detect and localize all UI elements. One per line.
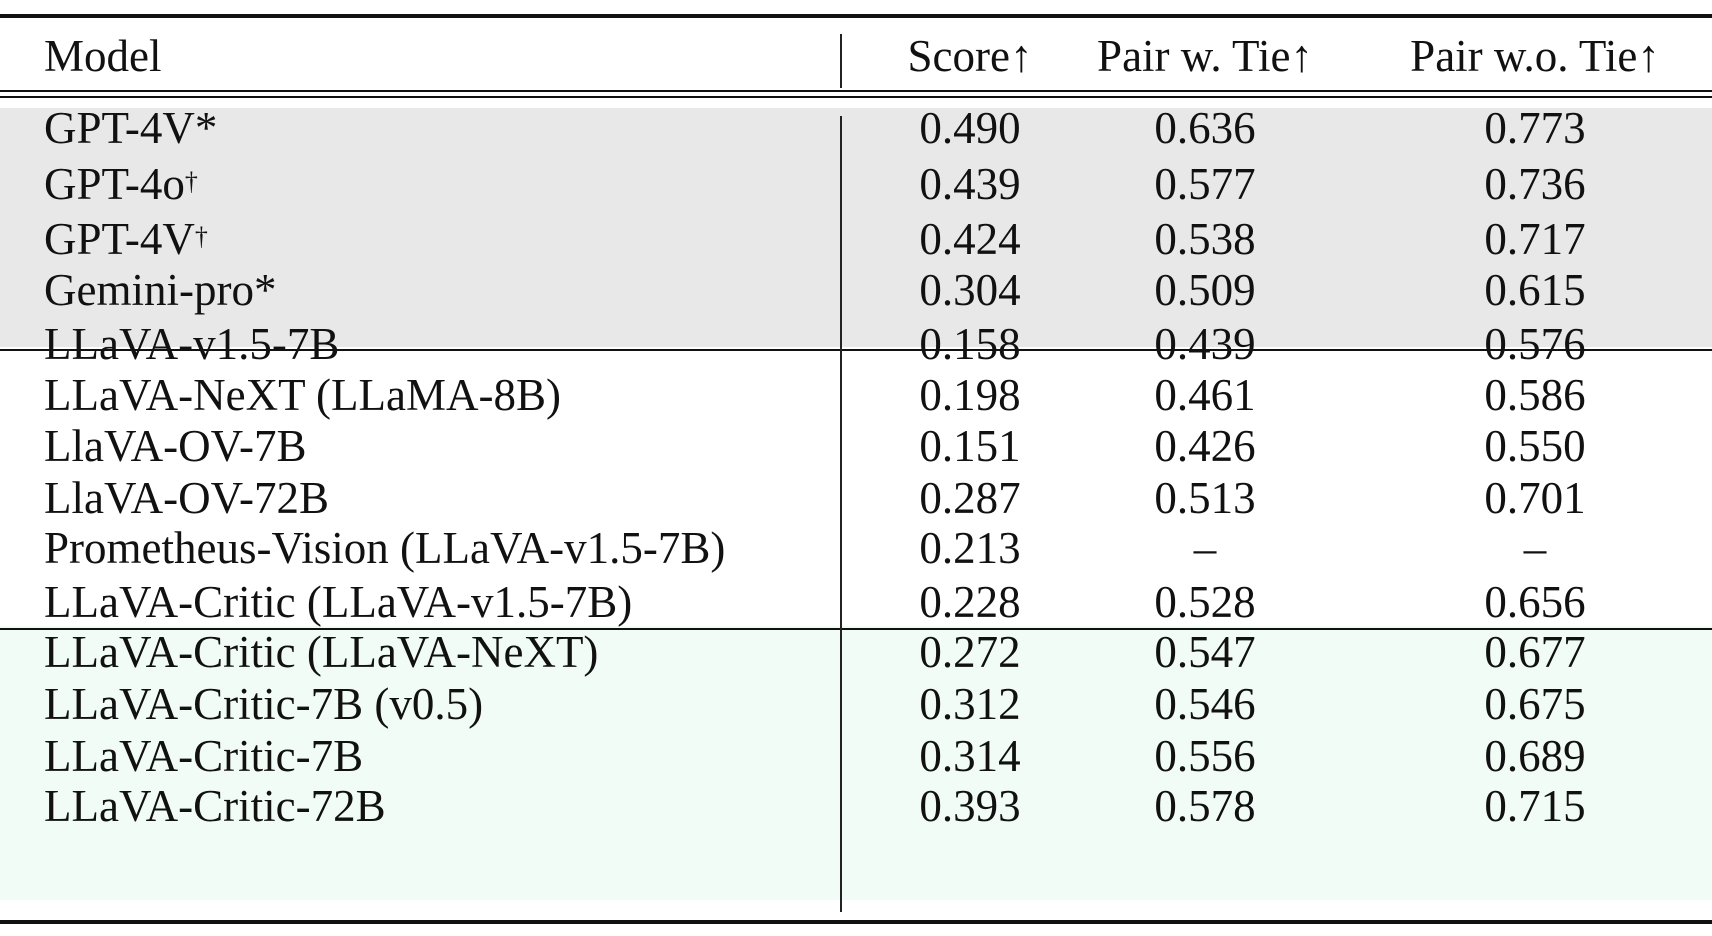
value-cell-pair-wo-tie: 0.675 (1484, 679, 1586, 729)
value-cell-score: 0.151 (919, 421, 1021, 471)
model-name-cell: LLaVA-v1.5-7B (44, 316, 339, 372)
value-cell-pair-wo-tie: 0.586 (1484, 370, 1586, 420)
value-cell-score: 0.158 (919, 319, 1021, 369)
value-cell-score: 0.213 (919, 523, 1021, 573)
value-cell-pair-wo-tie: 0.576 (1484, 319, 1586, 369)
model-name-cell: LlaVA-OV-72B (44, 470, 329, 526)
value-cell-score: 0.272 (919, 627, 1021, 677)
value-cell-pair-wo-tie: 0.773 (1484, 103, 1586, 153)
model-name: LLaVA-Critic-7B (v0.5) (44, 679, 484, 729)
value-cell-pair-wo-tie: 0.550 (1484, 421, 1586, 471)
value-cell-score: 0.393 (919, 781, 1021, 831)
value-cell-score: 0.314 (919, 731, 1021, 781)
value-cell-pair-wo-tie: 0.715 (1484, 781, 1586, 831)
value-cell-pair-w-tie: 0.528 (1154, 577, 1256, 627)
column-header: Score↑ (907, 31, 1033, 81)
column-divider (840, 116, 842, 912)
group-band (0, 108, 1712, 347)
value-cell-pair-wo-tie: 0.656 (1484, 577, 1586, 627)
value-cell-pair-wo-tie: – (1523, 523, 1547, 573)
footnote-dagger: † (194, 222, 208, 251)
value-cell-pair-wo-tie: 0.615 (1484, 265, 1586, 315)
model-name: Prometheus-Vision (LLaVA-v1.5-7B) (44, 523, 726, 573)
model-name: LlaVA-OV-7B (44, 421, 307, 471)
value-cell-pair-w-tie: 0.513 (1154, 473, 1256, 523)
model-name: LLaVA-NeXT (LLaMA-8B) (44, 370, 561, 420)
value-cell-pair-w-tie: 0.546 (1154, 679, 1256, 729)
value-cell-pair-w-tie: 0.547 (1154, 627, 1256, 677)
model-name-cell: LLaVA-Critic-7B (v0.5) (44, 676, 483, 732)
model-name-cell: LLaVA-Critic (LLaVA-v1.5-7B) (44, 574, 632, 630)
model-name-cell: LLaVA-Critic (LLaVA-NeXT) (44, 624, 598, 680)
value-cell-pair-wo-tie: 0.677 (1484, 627, 1586, 677)
model-name: GPT-4o (44, 159, 185, 209)
model-name-cell: GPT-4V† (44, 211, 208, 267)
value-cell-pair-w-tie: 0.461 (1154, 370, 1256, 420)
group-band (0, 626, 1712, 900)
value-cell-pair-wo-tie: 0.701 (1484, 473, 1586, 523)
value-cell-pair-w-tie: 0.578 (1154, 781, 1256, 831)
value-cell-pair-w-tie: 0.426 (1154, 421, 1256, 471)
value-cell-pair-wo-tie: 0.736 (1484, 159, 1586, 209)
header-rule-upper (0, 90, 1712, 92)
value-cell-pair-w-tie: 0.439 (1154, 319, 1256, 369)
model-name: GPT-4V* (44, 103, 218, 153)
model-name-cell: LLaVA-Critic-72B (44, 778, 386, 834)
value-cell-pair-w-tie: 0.538 (1154, 214, 1256, 264)
value-cell-pair-w-tie: 0.556 (1154, 731, 1256, 781)
header-rule-lower (0, 96, 1712, 98)
value-cell-pair-w-tie: 0.577 (1154, 159, 1256, 209)
value-cell-pair-wo-tie: 0.689 (1484, 731, 1586, 781)
column-header: Pair w. Tie↑ (1097, 31, 1313, 81)
value-cell-score: 0.312 (919, 679, 1021, 729)
model-name: LLaVA-Critic (LLaVA-v1.5-7B) (44, 577, 633, 627)
value-cell-score: 0.304 (919, 265, 1021, 315)
value-cell-score: 0.287 (919, 473, 1021, 523)
value-cell-score: 0.490 (919, 103, 1021, 153)
value-cell-pair-wo-tie: 0.717 (1484, 214, 1586, 264)
model-name-cell: Prometheus-Vision (LLaVA-v1.5-7B) (44, 520, 725, 576)
column-header: Pair w.o. Tie↑ (1410, 31, 1660, 81)
model-name-cell: LLaVA-Critic-7B (44, 728, 363, 784)
value-cell-pair-w-tie: 0.509 (1154, 265, 1256, 315)
model-name-cell: GPT-4V* (44, 100, 217, 156)
model-name: LlaVA-OV-72B (44, 473, 330, 523)
model-name: GPT-4V (44, 214, 195, 264)
top-rule (0, 14, 1712, 18)
value-cell-score: 0.439 (919, 159, 1021, 209)
model-name: LLaVA-Critic (LLaVA-NeXT) (44, 627, 599, 677)
model-name-cell: Gemini-pro* (44, 262, 276, 318)
column-divider (840, 34, 842, 88)
group-separator (0, 628, 1712, 630)
model-name: LLaVA-Critic-7B (44, 731, 364, 781)
value-cell-pair-w-tie: – (1193, 523, 1217, 573)
model-name: Gemini-pro* (44, 265, 277, 315)
model-name: LLaVA-Critic-72B (44, 781, 386, 831)
bottom-rule (0, 920, 1712, 924)
value-cell-score: 0.228 (919, 577, 1021, 627)
value-cell-score: 0.198 (919, 370, 1021, 420)
column-header: Model (44, 31, 162, 81)
model-name-cell: GPT-4o† (44, 156, 198, 212)
value-cell-pair-w-tie: 0.636 (1154, 103, 1256, 153)
model-name: LLaVA-v1.5-7B (44, 319, 340, 369)
model-name-cell: LLaVA-NeXT (LLaMA-8B) (44, 367, 561, 423)
value-cell-score: 0.424 (919, 214, 1021, 264)
group-separator (0, 349, 1712, 351)
footnote-dagger: † (184, 167, 198, 196)
group-band (0, 348, 1712, 626)
model-name-cell: LlaVA-OV-7B (44, 418, 307, 474)
